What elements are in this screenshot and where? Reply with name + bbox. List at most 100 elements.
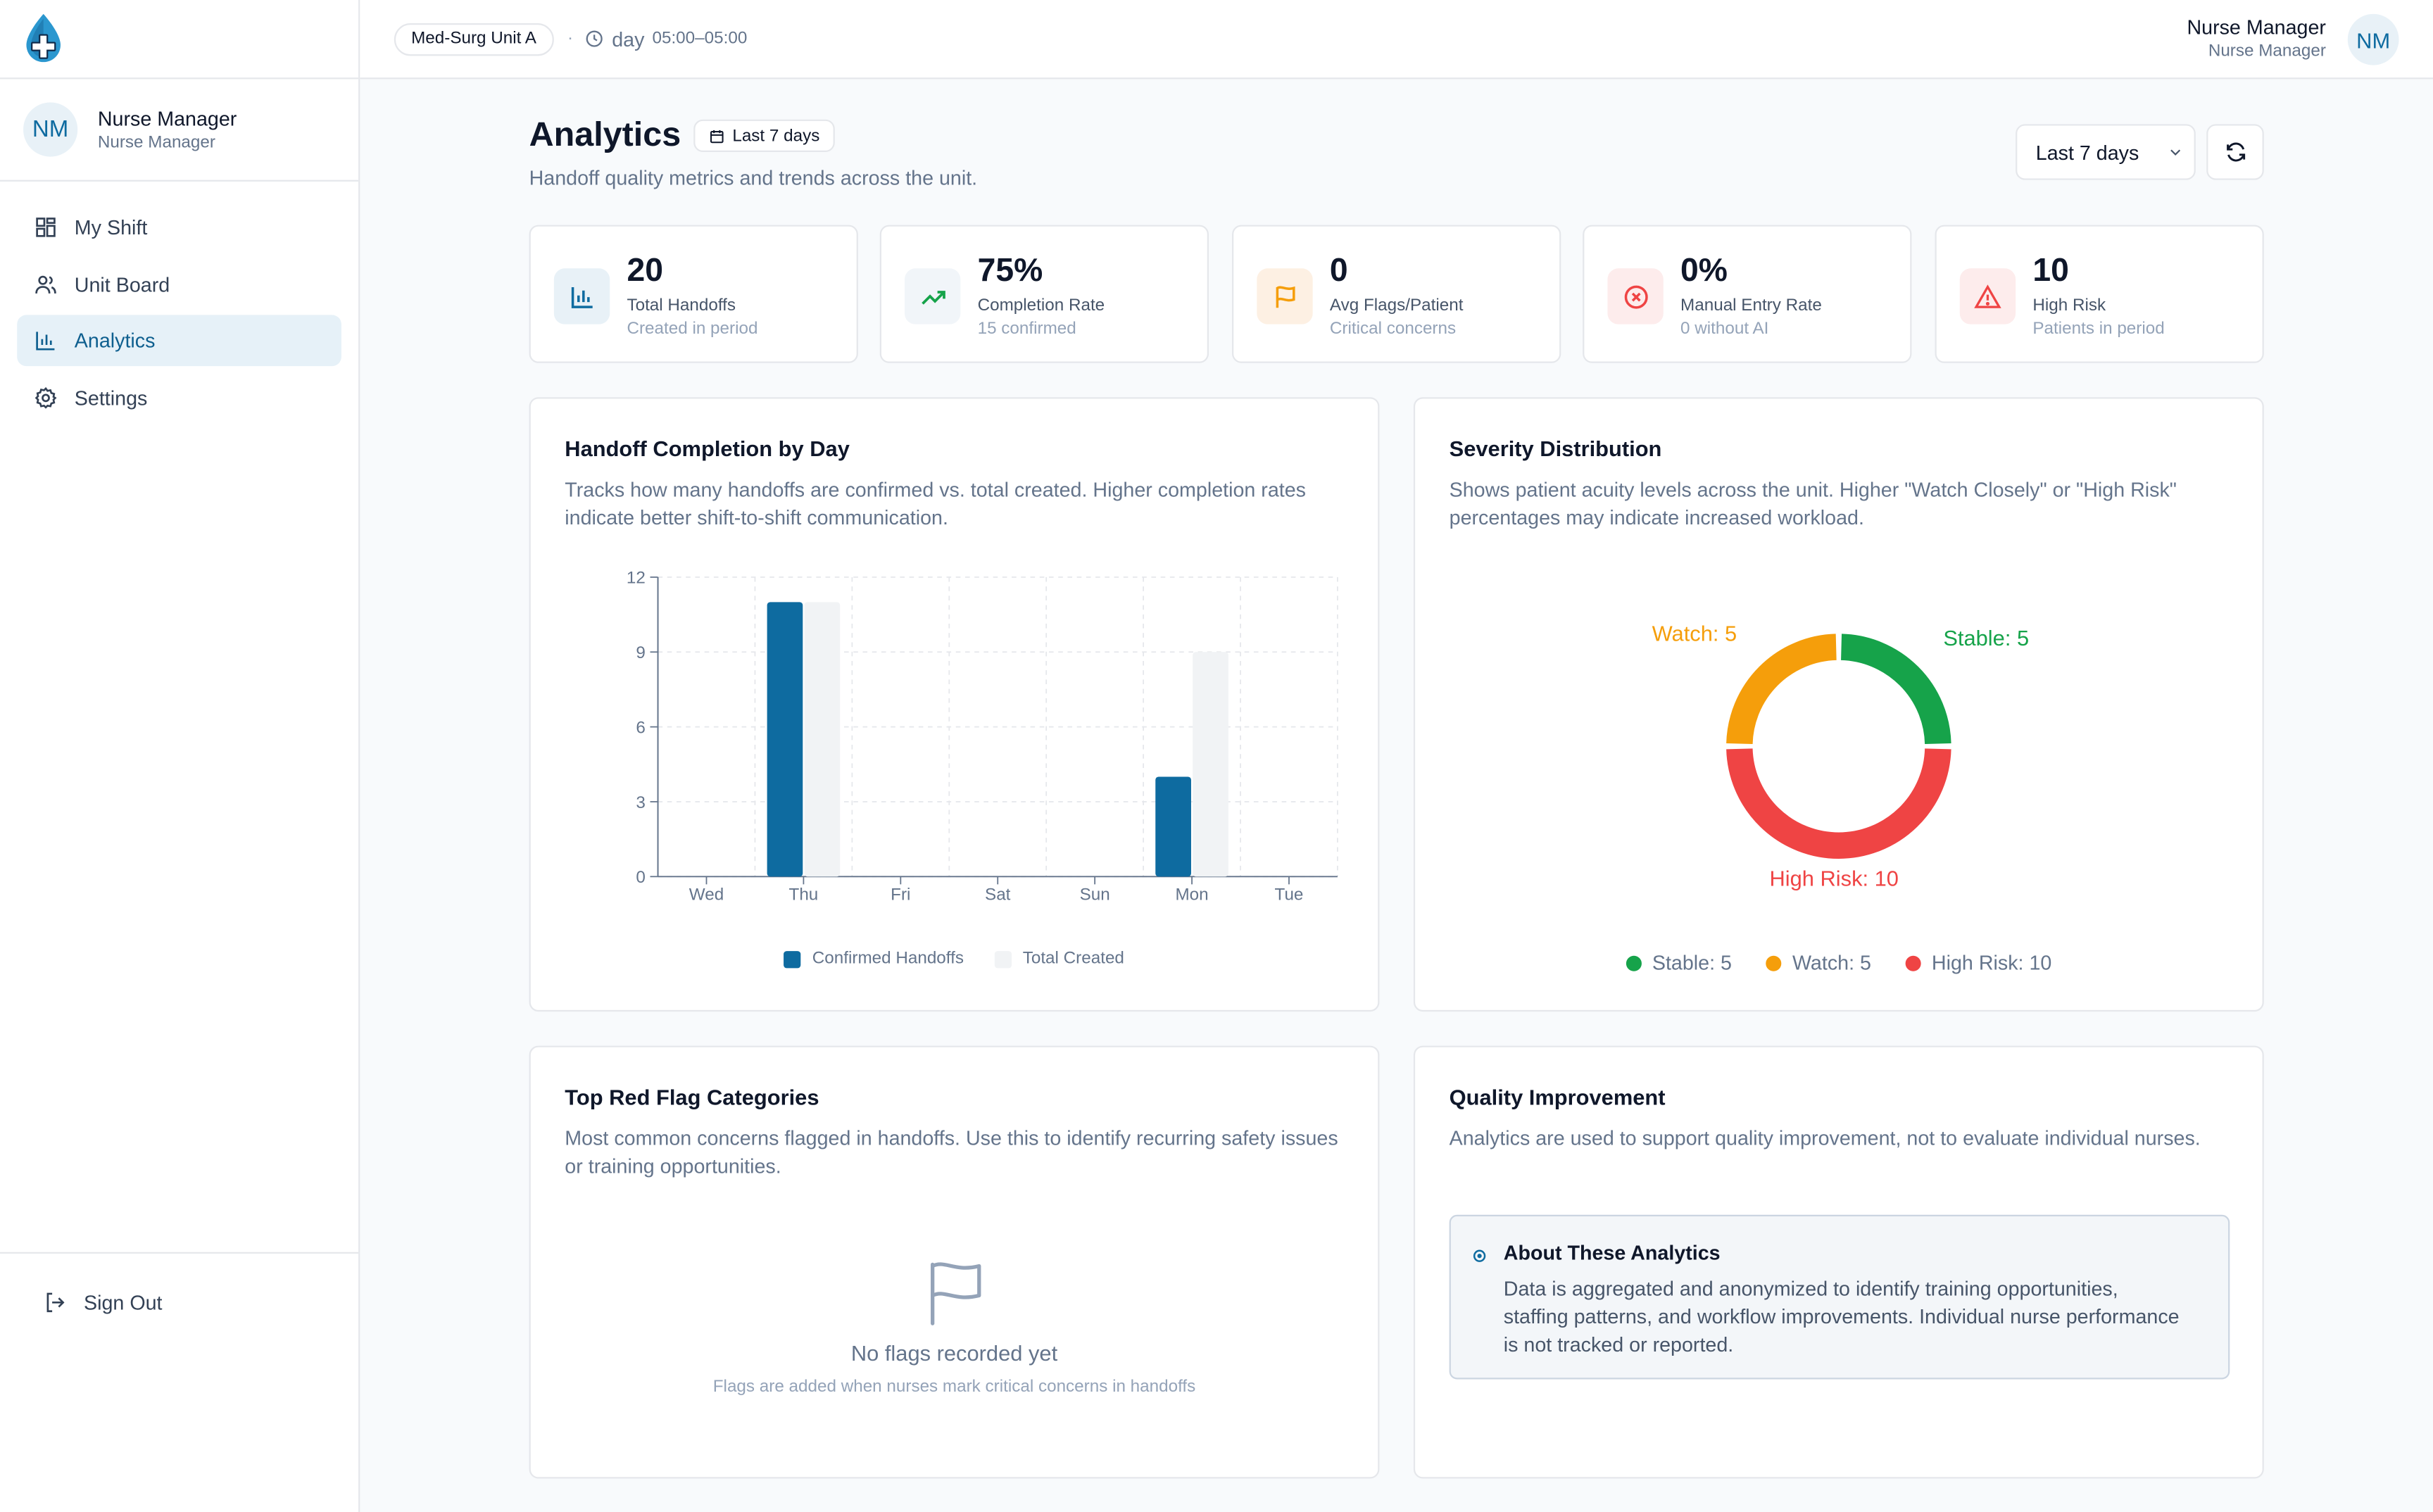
sidebar: NM Nurse Manager Nurse Manager My Shift … xyxy=(0,0,360,1512)
stat-value: 10 xyxy=(2032,253,2069,289)
refresh-icon xyxy=(2225,142,2245,162)
header-separator: · xyxy=(567,29,574,49)
stat-label: Total Handoffs xyxy=(627,296,736,315)
header-avatar[interactable]: NM xyxy=(2347,13,2399,65)
donut-slice-label: Watch: 5 xyxy=(1652,621,1737,645)
sidebar-footer: Sign Out xyxy=(0,1252,359,1512)
legend-dot xyxy=(1626,955,1642,971)
card-description: Shows patient acuity levels across the u… xyxy=(1449,477,2177,529)
donut-slice-label: Stable: 5 xyxy=(1943,626,2029,650)
card-title: Severity Distribution xyxy=(1449,436,1662,461)
stat-card-completion-rate: 75% Completion Rate 15 confirmed xyxy=(879,225,1209,363)
legend-item[interactable]: Total Created xyxy=(995,950,1124,968)
info-icon xyxy=(1473,1249,1486,1262)
header-user: Nurse Manager Nurse Manager xyxy=(2187,15,2326,61)
legend-swatch xyxy=(784,950,802,968)
completion-chart-card: Handoff Completion by Day Tracks how man… xyxy=(529,397,1380,1012)
card-description: Tracks how many handoffs are confirmed v… xyxy=(565,477,1307,529)
stat-value: 20 xyxy=(627,253,663,289)
stat-sub: Created in period xyxy=(627,320,758,339)
x-tick-label: Fri xyxy=(891,885,910,904)
legend-dot xyxy=(1905,955,1921,971)
header-user-name: Nurse Manager xyxy=(2187,15,2326,39)
donut-slice-watch xyxy=(1726,634,1837,745)
bar-chart-legend: Confirmed Handoffs Total Created xyxy=(531,950,1378,968)
card-title: Top Red Flag Categories xyxy=(565,1084,819,1109)
x-circle-icon xyxy=(1623,284,1647,308)
sidebar-item-unit-board[interactable]: Unit Board xyxy=(17,258,341,310)
card-title: Quality Improvement xyxy=(1449,1084,1666,1109)
donut-slice-high-risk xyxy=(1726,748,1951,859)
stat-icon-box xyxy=(904,268,961,325)
legend-item[interactable]: Watch: 5 xyxy=(1766,951,1871,974)
chevron-down-icon xyxy=(2170,149,2180,156)
legend-label: Total Created xyxy=(1022,949,1124,969)
legend-label: Watch: 5 xyxy=(1792,951,1871,975)
y-tick-label: 6 xyxy=(636,718,645,737)
avatar: NM xyxy=(23,102,78,157)
sidebar-item-analytics[interactable]: Analytics xyxy=(17,315,341,367)
stat-sub: Patients in period xyxy=(2032,320,2165,339)
x-tick-label: Sat xyxy=(985,885,1011,904)
date-range-value: Last 7 days xyxy=(2035,140,2139,164)
legend-item[interactable]: Stable: 5 xyxy=(1626,951,1732,974)
period-badge: Last 7 days xyxy=(693,119,836,153)
sidebar-user-name: Nurse Manager xyxy=(97,107,237,131)
sign-out-button[interactable]: Sign Out xyxy=(44,1291,358,1314)
date-range-select[interactable]: Last 7 days xyxy=(2016,124,2196,180)
flag-icon xyxy=(1275,285,1295,308)
x-tick-label: Tue xyxy=(1275,885,1304,904)
unit-chip[interactable]: Med-Surg Unit A xyxy=(394,22,554,56)
info-box-body: Data is aggregated and anonymized to ide… xyxy=(1503,1276,2180,1356)
bar-confirmed-handoffs xyxy=(767,602,803,877)
donut-legend: Stable: 5 Watch: 5 High Risk: 10 xyxy=(1415,951,2262,974)
grid-icon xyxy=(36,218,56,237)
bar-total-created xyxy=(804,602,841,877)
empty-state-subtitle: Flags are added when nurses mark critica… xyxy=(712,1378,1196,1397)
clock-icon xyxy=(586,30,603,47)
sidebar-item-settings[interactable]: Settings xyxy=(17,372,341,423)
legend-item[interactable]: High Risk: 10 xyxy=(1905,951,2051,974)
stat-card-avg-flags: 0 Avg Flags/Patient Critical concerns xyxy=(1232,225,1561,363)
red-flags-card: Top Red Flag Categories Most common conc… xyxy=(529,1045,1380,1479)
stat-label: Manual Entry Rate xyxy=(1680,296,1822,315)
donut-slice-label: High Risk: 10 xyxy=(1770,867,1899,891)
legend-label: Stable: 5 xyxy=(1652,951,1732,975)
severity-donut-chart: Stable: 5 High Risk: 10 Watch: 5 xyxy=(1652,621,2030,891)
analytics-info-box: About These Analytics Data is aggregated… xyxy=(1449,1214,2230,1380)
shift-label: day xyxy=(612,27,645,51)
legend-item[interactable]: Confirmed Handoffs xyxy=(784,950,964,968)
page-subtitle: Handoff quality metrics and trends acros… xyxy=(529,165,978,189)
x-tick-label: Sun xyxy=(1080,885,1110,904)
completion-bar-chart: 0 3 6 9 12 Wed Thu Fri Sat Sun Mon Tue xyxy=(627,569,1338,904)
donut-slice-stable xyxy=(1840,634,1951,745)
info-box-title: About These Analytics xyxy=(1503,1241,1721,1265)
severity-chart-card: Severity Distribution Shows patient acui… xyxy=(1413,397,2264,1012)
x-tick-label: Thu xyxy=(789,885,819,904)
logo-row xyxy=(0,0,359,80)
users-icon xyxy=(35,275,56,293)
logout-icon xyxy=(46,1292,65,1313)
sidebar-item-label: Unit Board xyxy=(74,272,170,296)
legend-dot xyxy=(1766,955,1782,971)
stat-label: High Risk xyxy=(2032,296,2106,315)
refresh-button[interactable] xyxy=(2206,124,2264,180)
sidebar-item-label: Analytics xyxy=(74,329,156,353)
x-tick-label: Mon xyxy=(1175,885,1208,904)
app-logo-icon[interactable] xyxy=(22,13,65,65)
legend-swatch xyxy=(995,950,1012,968)
sidebar-nav: My Shift Unit Board Analytics Settings xyxy=(0,182,358,448)
shift-info: day 05:00–05:00 xyxy=(586,27,747,51)
y-tick-label: 9 xyxy=(636,643,645,662)
stat-label: Completion Rate xyxy=(977,296,1105,315)
stat-icon-box xyxy=(1607,268,1664,325)
sidebar-item-my-shift[interactable]: My Shift xyxy=(17,202,341,253)
sign-out-label: Sign Out xyxy=(84,1290,163,1314)
bar-chart-icon xyxy=(36,332,55,351)
stat-value: 0 xyxy=(1329,253,1348,289)
quality-improvement-card: Quality Improvement Analytics are used t… xyxy=(1413,1045,2264,1479)
stat-sub: 0 without AI xyxy=(1680,320,1769,339)
sidebar-user-role: Nurse Manager xyxy=(97,133,215,153)
trending-up-icon xyxy=(921,290,945,304)
empty-state-title: No flags recorded yet xyxy=(850,1340,1058,1366)
